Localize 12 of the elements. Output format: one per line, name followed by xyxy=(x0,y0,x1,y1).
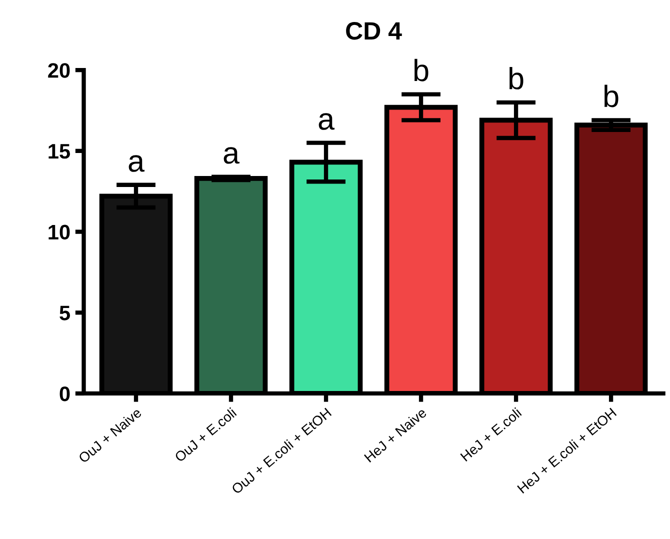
annotation: a xyxy=(224,147,240,164)
annotation: b xyxy=(510,66,524,90)
y-tick-label: 10 xyxy=(48,224,70,240)
y-tick-label: 5 xyxy=(60,306,70,320)
chart-title: CD 4 xyxy=(346,22,402,40)
annotation: b xyxy=(414,58,428,82)
annotation: a xyxy=(318,113,335,130)
y-tick-label: 20 xyxy=(48,63,70,78)
y-tick-label: 0 xyxy=(60,386,70,402)
y-tick-label: 15 xyxy=(48,144,70,159)
annotation: a xyxy=(128,155,144,172)
annotation: b xyxy=(604,84,618,108)
